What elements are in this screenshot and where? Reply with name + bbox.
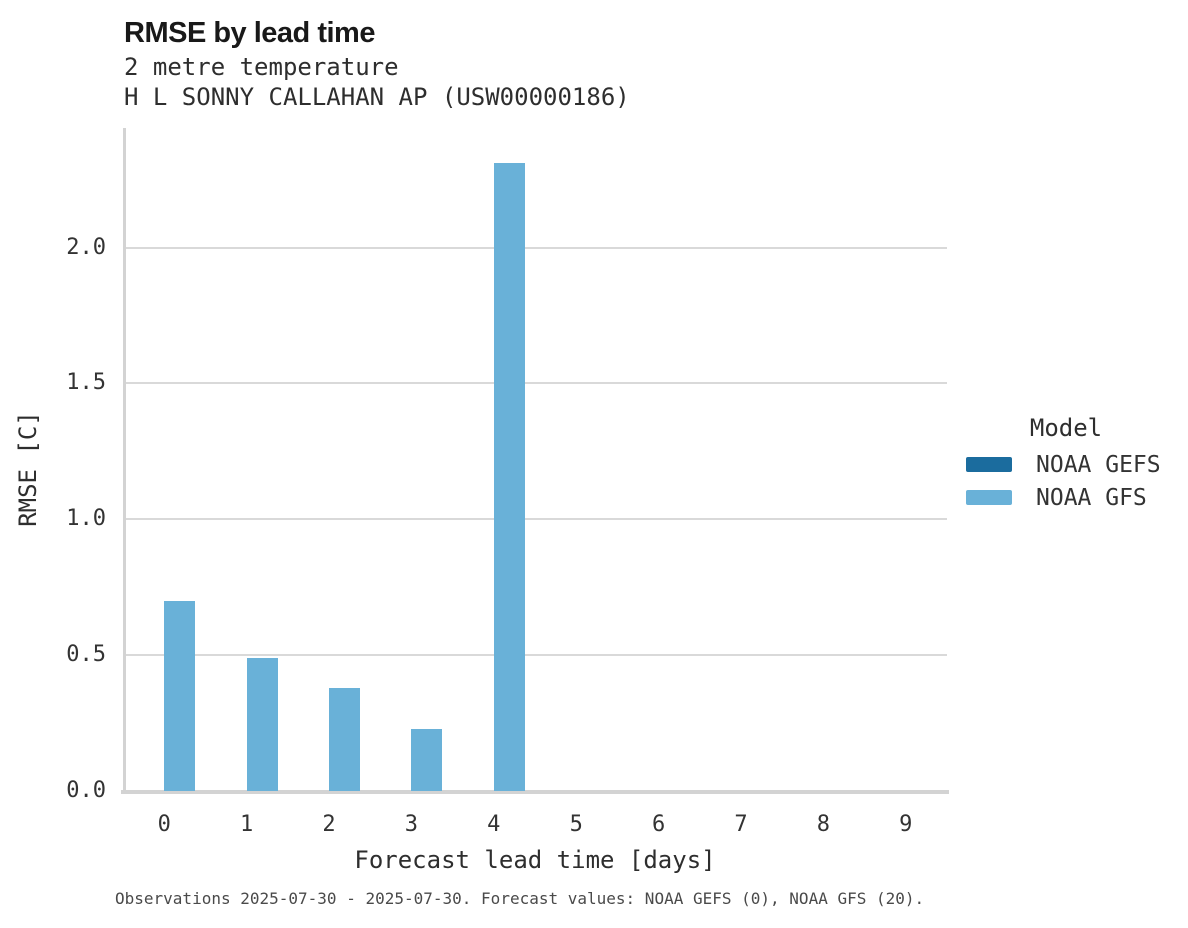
y-axis-title: RMSE [C] xyxy=(14,411,42,527)
y-axis-line xyxy=(123,128,126,791)
page-title: RMSE by lead time xyxy=(124,17,375,49)
bar-noaa-gfs-lead-2 xyxy=(329,687,360,791)
x-tick-label: 9 xyxy=(899,812,913,837)
y-tick-label: 1.5 xyxy=(66,370,106,396)
legend: NOAA GEFS NOAA GFS xyxy=(966,448,1161,514)
x-axis-line xyxy=(121,790,949,794)
legend-swatch-icon xyxy=(966,490,1012,505)
legend-title: Model xyxy=(1029,414,1103,442)
y-tick-label: 2.0 xyxy=(66,234,106,260)
y-gridline xyxy=(123,246,947,249)
y-gridline xyxy=(123,382,947,385)
legend-entry-noaa-gfs: NOAA GFS xyxy=(966,481,1161,514)
x-tick-label: 5 xyxy=(569,812,583,837)
x-tick-label: 3 xyxy=(404,812,419,837)
bar-noaa-gfs-lead-3 xyxy=(411,728,443,791)
x-tick-label: 4 xyxy=(487,812,501,837)
chart-subtitle-station: H L SONNY CALLAHAN AP (USW00000186) xyxy=(124,83,630,111)
legend-swatch-icon xyxy=(966,457,1012,472)
x-tick-label: 7 xyxy=(734,812,748,837)
x-tick-label: 6 xyxy=(651,812,666,837)
x-axis-title: Forecast lead time [days] xyxy=(354,846,716,874)
bar-noaa-gfs-lead-1 xyxy=(246,657,278,791)
chart-subtitle-variable: 2 metre temperature xyxy=(124,53,399,81)
legend-entry-noaa-gefs: NOAA GEFS xyxy=(966,448,1161,481)
y-tick-label: 0.5 xyxy=(66,642,106,668)
x-tick-label: 2 xyxy=(322,812,336,837)
legend-label: NOAA GEFS xyxy=(1036,451,1161,478)
y-tick-label: 0.0 xyxy=(66,778,106,803)
legend-label: NOAA GFS xyxy=(1036,484,1147,511)
bar-noaa-gfs-lead-4 xyxy=(493,163,525,791)
caption-text: Observations 2025-07-30 - 2025-07-30. Fo… xyxy=(115,889,925,908)
x-tick-label: 1 xyxy=(239,812,254,837)
bar-noaa-gfs-lead-0 xyxy=(164,600,196,791)
x-tick-label: 8 xyxy=(816,812,831,837)
y-gridline xyxy=(123,654,947,657)
y-gridline xyxy=(123,518,947,521)
x-tick-label: 0 xyxy=(157,812,171,837)
